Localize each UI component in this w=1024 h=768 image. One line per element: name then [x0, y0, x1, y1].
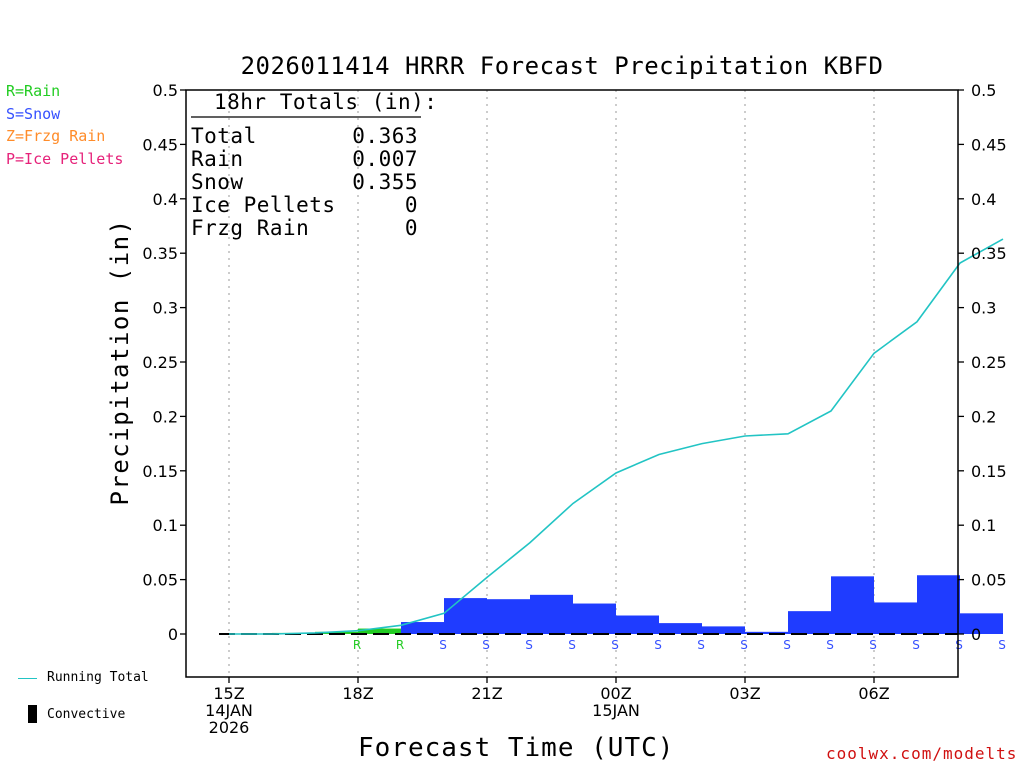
y-tick-label-left: 0.5	[153, 81, 178, 100]
precip-type-label: S	[654, 638, 662, 652]
legend-rain: R=Rain	[6, 82, 61, 100]
y-tick-label-right: 0.45	[971, 135, 1007, 154]
precip-type-label: S	[869, 638, 877, 652]
precip-bar	[401, 622, 444, 634]
y-tick-label-right: 0.2	[971, 407, 996, 426]
precip-bar	[702, 626, 745, 634]
y-tick-label-right: 0.1	[971, 516, 996, 535]
totals-label-snow: Snow	[191, 170, 244, 194]
precip-type-label: S	[783, 638, 791, 652]
precip-bar	[616, 615, 659, 634]
y-tick-label-left: 0.05	[142, 571, 178, 590]
precip-bar	[874, 602, 917, 634]
legend-frzg-rain: Z=Frzg Rain	[6, 127, 106, 145]
precip-bar	[917, 575, 960, 634]
precip-type-label: S	[611, 638, 619, 652]
precip-bar	[573, 603, 616, 634]
y-tick-label-right: 0	[971, 625, 981, 644]
running-total-legend-label: Running Total	[47, 670, 149, 685]
y-tick-label-right: 0.15	[971, 462, 1007, 481]
precip-bar	[358, 628, 401, 634]
plot-frame	[185, 89, 959, 678]
precip-bar	[831, 576, 874, 634]
x-tick-label: 18Z	[342, 684, 373, 703]
precip-bar	[530, 594, 573, 634]
precip-type-label: S	[955, 638, 963, 652]
precip-bar	[315, 631, 358, 634]
totals-label-total: Total	[191, 124, 257, 148]
y-tick-label-left: 0.4	[153, 190, 178, 209]
totals-label-frzg-rain: Frzg Rain	[191, 216, 310, 240]
totals-value-frzg-rain: 0	[404, 216, 418, 240]
precip-bar	[788, 611, 831, 634]
chart-title: 2026011414 HRRR Forecast Precipitation K…	[240, 52, 884, 80]
precip-bar	[960, 613, 1003, 634]
precip-bar	[444, 598, 487, 634]
y-tick-label-left: 0	[168, 625, 178, 644]
precip-type-label: R	[396, 638, 404, 652]
precip-type-label: S	[525, 638, 533, 652]
x-tick-label: 2026	[209, 718, 250, 737]
x-tick-label: 21Z	[471, 684, 502, 703]
y-tick-label-left: 0.2	[153, 407, 178, 426]
precip-type-label: S	[568, 638, 576, 652]
legend-ice-pellets: P=Ice Pellets	[6, 150, 124, 168]
precip-type-label: S	[740, 638, 748, 652]
x-tick-label: 14JAN	[205, 701, 253, 720]
x-tick-label: 00Z	[600, 684, 631, 703]
precip-type-label: R	[353, 638, 361, 652]
totals-value-rain: 0.007	[352, 147, 418, 171]
precip-type-label: S	[482, 638, 490, 652]
x-tick-label: 03Z	[729, 684, 760, 703]
y-tick-label-left: 0.15	[142, 462, 178, 481]
convective-legend-label: Convective	[47, 707, 126, 722]
y-tick-label-right: 0.3	[971, 299, 996, 318]
totals-label-rain: Rain	[191, 147, 244, 171]
totals-title: 18hr Totals (in):	[214, 90, 438, 114]
y-tick-label-left: 0.1	[153, 516, 178, 535]
precip-type-label: S	[697, 638, 705, 652]
credit-link[interactable]: coolwx.com/modelts	[826, 744, 1018, 763]
precip-bar	[745, 631, 788, 634]
precip-type-label: S	[912, 638, 920, 652]
x-tick-label: 06Z	[858, 684, 889, 703]
precip-type-label: S	[998, 638, 1006, 652]
y-tick-label-left: 0.35	[142, 244, 178, 263]
totals-label-ice-pellets: Ice Pellets	[191, 193, 336, 217]
y-tick-label-left: 0.45	[142, 135, 178, 154]
legend-snow: S=Snow	[6, 105, 61, 123]
running-total-legend-line	[18, 678, 37, 679]
x-tick-label: 15JAN	[592, 701, 640, 720]
convective-legend-box	[28, 705, 37, 723]
y-tick-label-left: 0.25	[142, 353, 178, 372]
y-tick-label-right: 0.35	[971, 244, 1007, 263]
totals-value-snow: 0.355	[352, 170, 418, 194]
y-tick-label-left: 0.3	[153, 299, 178, 318]
precip-type-label: S	[439, 638, 447, 652]
y-tick-label-right: 0.05	[971, 571, 1007, 590]
precip-bar	[487, 599, 530, 634]
x-tick-label: 15Z	[213, 684, 244, 703]
y-tick-label-right: 0.5	[971, 81, 996, 100]
y-tick-label-right: 0.4	[971, 190, 996, 209]
running-total-line	[229, 238, 1004, 635]
precip-type-label: S	[826, 638, 834, 652]
totals-value-ice-pellets: 0	[404, 193, 418, 217]
precip-bar	[659, 623, 702, 634]
y-tick-label-right: 0.25	[971, 353, 1007, 372]
totals-value-total: 0.363	[352, 124, 418, 148]
x-axis-label: Forecast Time (UTC)	[358, 733, 675, 763]
